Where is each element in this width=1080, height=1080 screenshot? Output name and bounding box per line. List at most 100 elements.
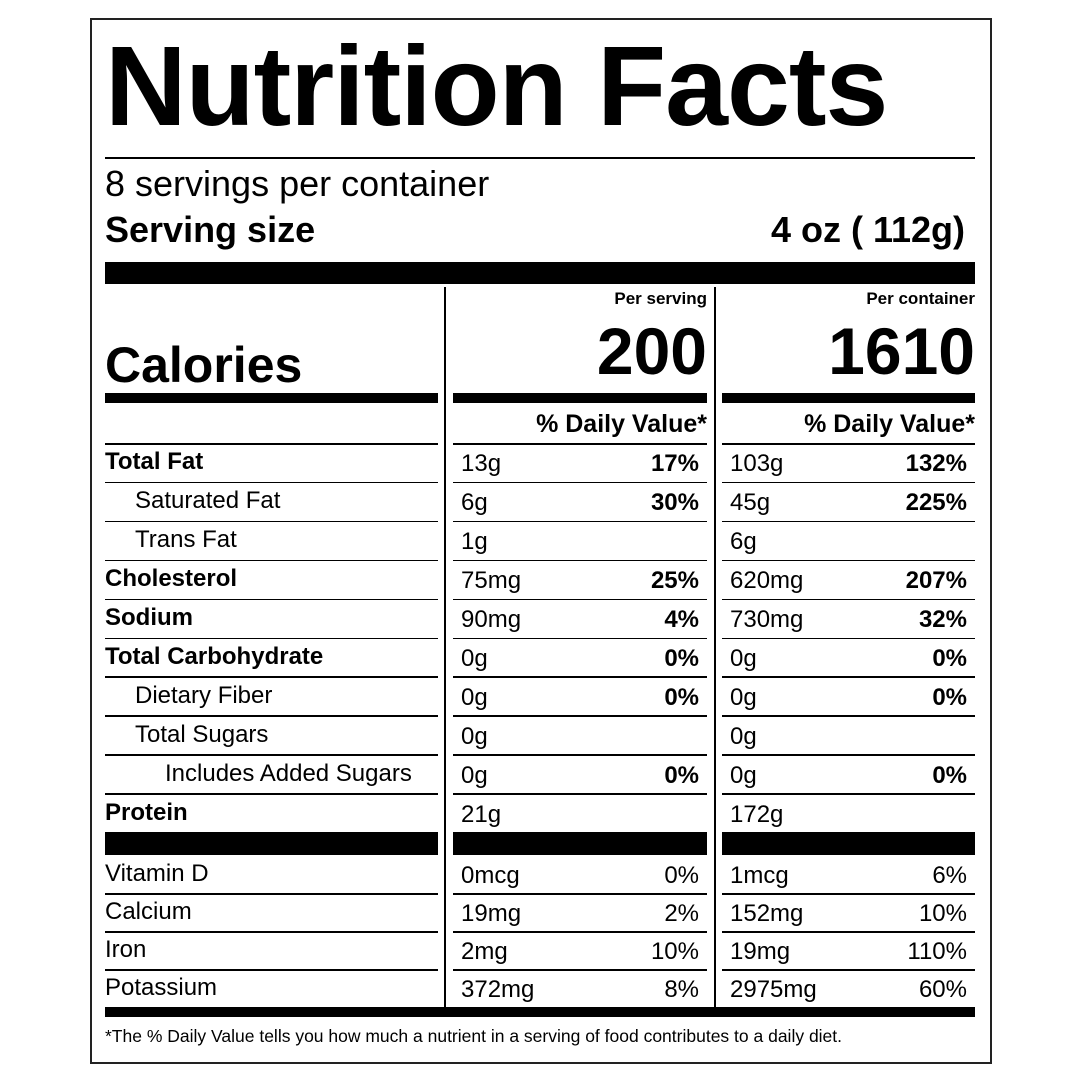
column-heading: Per container bbox=[866, 289, 975, 308]
dv-heading: % Daily Value* bbox=[536, 410, 707, 438]
amount: 372mg bbox=[461, 976, 535, 1003]
nutrient-label: Total Fat bbox=[105, 448, 204, 476]
rule bbox=[105, 754, 438, 756]
title: Nutrition Facts bbox=[105, 23, 888, 149]
thick-rule bbox=[105, 262, 975, 284]
amount: 730mg bbox=[730, 606, 804, 634]
label-border bbox=[90, 18, 992, 1064]
amount: 19mg bbox=[730, 938, 791, 965]
rule bbox=[105, 598, 438, 601]
amount: 0g bbox=[730, 644, 757, 672]
daily-value: 207% bbox=[905, 567, 967, 595]
rule bbox=[453, 443, 707, 445]
amount: 75mg bbox=[461, 567, 522, 595]
daily-value: 0% bbox=[664, 862, 699, 889]
daily-value: 8% bbox=[664, 976, 699, 1003]
daily-value: 60% bbox=[918, 976, 967, 1003]
daily-value: 25% bbox=[650, 567, 699, 595]
rule bbox=[453, 715, 707, 717]
rule bbox=[722, 520, 975, 523]
amount: 2mg bbox=[461, 938, 508, 965]
calories-value: 200 bbox=[596, 314, 707, 388]
daily-value: 225% bbox=[905, 489, 967, 517]
rule bbox=[453, 637, 707, 639]
thick-rule bbox=[105, 1007, 975, 1017]
rule bbox=[453, 931, 707, 933]
footnote: *The % Daily Value tells you how much a … bbox=[105, 1026, 843, 1046]
amount: 90mg bbox=[461, 606, 522, 634]
rule bbox=[105, 637, 438, 639]
rule bbox=[105, 481, 438, 484]
rule bbox=[453, 893, 707, 895]
nutrient-label: Trans Fat bbox=[135, 526, 237, 554]
amount: 0g bbox=[730, 722, 757, 750]
rule bbox=[722, 931, 975, 933]
daily-value: 0% bbox=[932, 683, 967, 711]
nutrient-label: Potassium bbox=[105, 974, 218, 1001]
amount: 1g bbox=[461, 528, 488, 556]
thick-rule bbox=[105, 832, 438, 855]
serving-size: 4 oz ( 112g) bbox=[770, 209, 965, 250]
rule bbox=[453, 559, 707, 562]
rule bbox=[722, 676, 975, 678]
rule bbox=[105, 676, 438, 678]
rule bbox=[722, 754, 975, 756]
rule bbox=[453, 520, 707, 523]
calories-label: Calories bbox=[105, 337, 303, 393]
rule bbox=[722, 443, 975, 445]
daily-value: 30% bbox=[650, 489, 699, 517]
amount: 1mcg bbox=[730, 862, 789, 889]
amount: 19mg bbox=[461, 900, 522, 927]
daily-value: 2% bbox=[664, 900, 699, 927]
nutrient-label: Iron bbox=[105, 936, 147, 963]
thick-rule bbox=[722, 832, 975, 855]
rule bbox=[105, 443, 438, 445]
amount: 152mg bbox=[730, 900, 804, 927]
column-divider bbox=[714, 287, 716, 1007]
serving-size-label: Serving size bbox=[105, 209, 316, 250]
calories-value: 1610 bbox=[828, 314, 975, 388]
daily-value: 110% bbox=[907, 938, 967, 965]
column-divider bbox=[444, 287, 446, 1007]
amount: 0g bbox=[461, 722, 488, 750]
rule bbox=[453, 754, 707, 756]
daily-value: 0% bbox=[664, 761, 699, 789]
daily-value: 0% bbox=[932, 761, 967, 789]
thick-rule bbox=[453, 393, 707, 403]
rule bbox=[722, 559, 975, 562]
amount: 0mcg bbox=[461, 862, 520, 889]
amount: 0g bbox=[730, 683, 757, 711]
rule bbox=[105, 157, 975, 159]
daily-value: 0% bbox=[932, 644, 967, 672]
nutrient-label: Dietary Fiber bbox=[135, 681, 273, 709]
daily-value: 32% bbox=[918, 606, 967, 634]
amount: 21g bbox=[461, 800, 502, 828]
amount: 0g bbox=[730, 761, 757, 789]
rule bbox=[722, 969, 975, 971]
nutrient-label: Sodium bbox=[105, 604, 193, 632]
amount: 0g bbox=[461, 761, 488, 789]
daily-value: 0% bbox=[664, 683, 699, 711]
nutrient-label: Includes Added Sugars bbox=[165, 759, 412, 787]
rule bbox=[453, 969, 707, 971]
rule bbox=[722, 793, 975, 795]
amount: 620mg bbox=[730, 567, 804, 595]
rule bbox=[105, 520, 438, 523]
rule bbox=[105, 931, 438, 933]
rule bbox=[453, 793, 707, 795]
thick-rule bbox=[105, 393, 438, 403]
thick-rule bbox=[722, 393, 975, 403]
nutrient-label: Calcium bbox=[105, 898, 192, 925]
daily-value: 6% bbox=[932, 862, 967, 889]
amount: 45g bbox=[730, 489, 771, 517]
rule bbox=[105, 559, 438, 562]
rule bbox=[722, 481, 975, 484]
rule bbox=[722, 893, 975, 895]
nutrient-label: Protein bbox=[105, 798, 188, 826]
amount: 103g bbox=[730, 450, 784, 478]
nutrient-label: Saturated Fat bbox=[135, 487, 281, 515]
daily-value: 17% bbox=[650, 450, 699, 478]
rule bbox=[105, 893, 438, 895]
dv-heading: % Daily Value* bbox=[804, 410, 975, 438]
daily-value: 10% bbox=[918, 900, 967, 927]
